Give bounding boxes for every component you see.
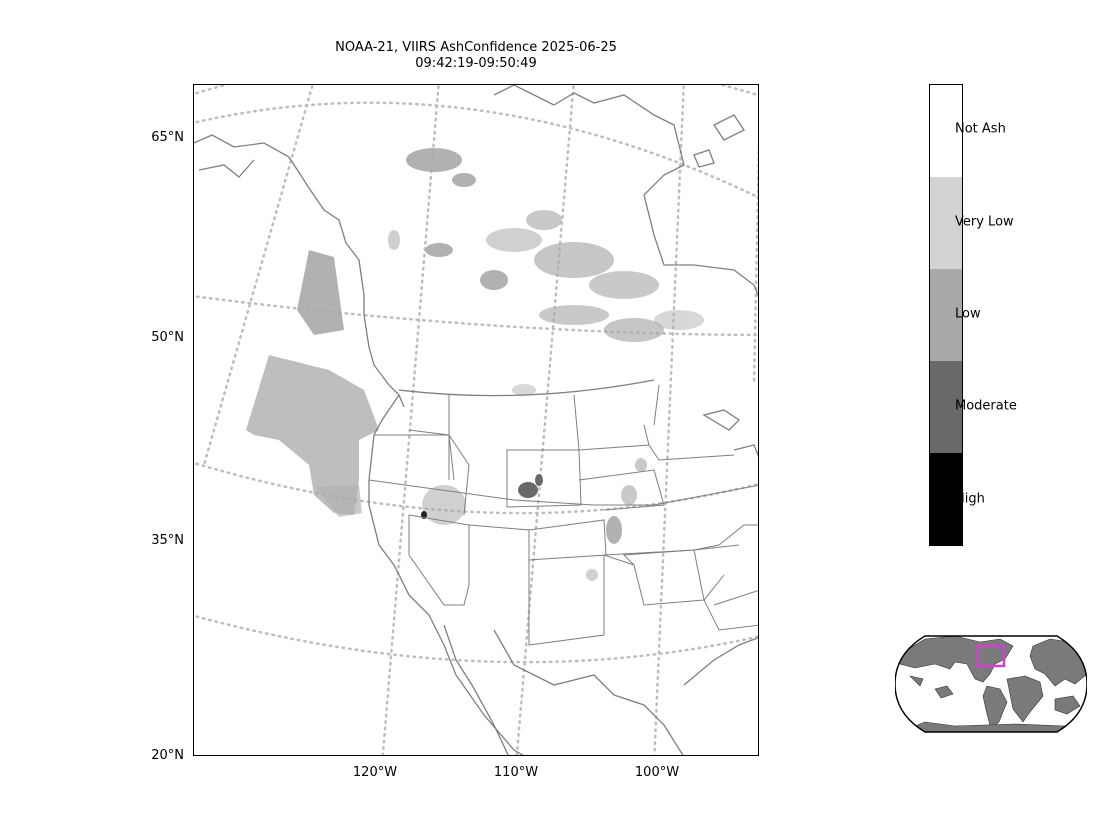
map-canvas (194, 85, 758, 755)
colorbar-label-high: High (955, 491, 985, 507)
state-boundaries (368, 384, 758, 646)
colorbar-swatch-not-ash (930, 85, 962, 177)
inset-globe-map (894, 634, 1088, 734)
lat-label-20: 20°N (151, 748, 184, 763)
graticule-lon-120 (381, 85, 440, 755)
map-title-line2: 09:42:19-09:50:49 (415, 56, 537, 71)
map-title-line1: NOAA-21, VIIRS AshConfidence 2025-06-25 (335, 40, 617, 55)
map-title: NOAA-21, VIIRS AshConfidence 2025-06-25 … (193, 40, 759, 72)
colorbar-swatch-high (930, 453, 962, 545)
graticule-lon-90 (752, 144, 758, 387)
graticule (194, 85, 758, 755)
inset-extent-box (976, 644, 1006, 668)
coastlines (194, 85, 758, 755)
graticule-lon-110 (515, 85, 575, 755)
lat-label-35: 35°N (151, 533, 184, 548)
graticule-lat-40 (194, 461, 758, 515)
inset-globe-outline (894, 635, 1088, 733)
lat-label-50: 50°N (151, 330, 184, 345)
lon-label-110w: 110°W (493, 765, 539, 780)
graticule-lon-100 (653, 85, 686, 755)
colorbar (929, 84, 963, 546)
lat-label-65: 65°N (151, 130, 184, 145)
ash-detections (246, 148, 704, 581)
colorbar-swatch-low (930, 269, 962, 361)
colorbar-label-low: Low (955, 306, 981, 322)
lon-label-120w: 120°W (352, 765, 398, 780)
graticule-lat-70 (194, 85, 758, 97)
main-map[interactable] (193, 84, 759, 756)
graticule-lat-65 (194, 101, 758, 199)
colorbar-label-very-low: Very Low (955, 214, 1014, 230)
graticule-lat-50 (194, 295, 758, 337)
colorbar-label-not-ash: Not Ash (955, 121, 1006, 137)
colorbar-swatch-moderate (930, 361, 962, 453)
colorbar-swatch-very-low (930, 177, 962, 269)
lon-label-100w: 100°W (634, 765, 680, 780)
colorbar-label-moderate: Moderate (955, 398, 1017, 414)
graticule-lon-130 (202, 85, 314, 467)
graticule-lat-30 (194, 614, 758, 664)
inset-continents (895, 636, 1087, 732)
inset-globe-svg (894, 635, 1088, 733)
